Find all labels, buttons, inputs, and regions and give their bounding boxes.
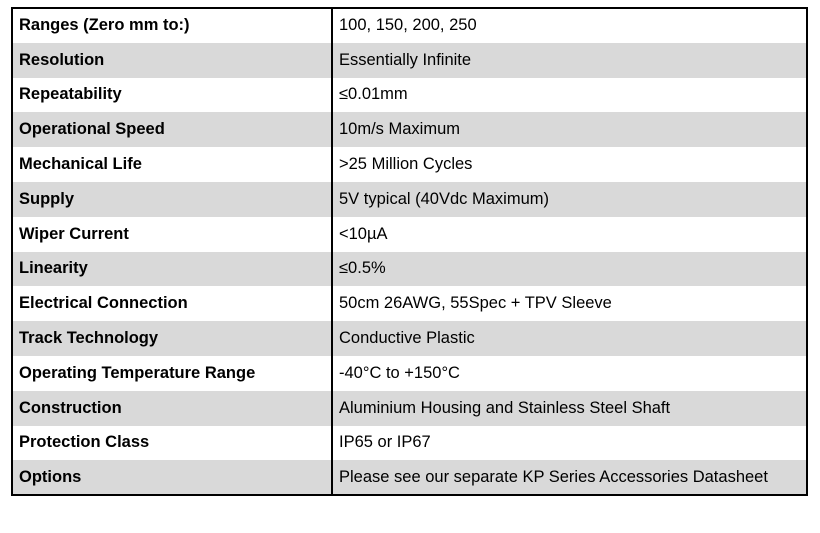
spec-label: Construction [12,390,333,426]
table-row: Track Technology Conductive Plastic [12,321,807,356]
spec-label: Electrical Connection [12,286,333,322]
spec-value: Aluminium Housing and Stainless Steel Sh… [332,390,807,426]
spec-value: >25 Million Cycles [332,147,807,182]
table-row: Mechanical Life >25 Million Cycles [12,147,807,182]
spec-value: IP65 or IP67 [332,425,807,461]
spec-value: <10µA [332,216,807,252]
table-row: Resolution Essentially Infinite [12,42,807,78]
spec-label: Protection Class [12,425,333,461]
spec-label: Ranges (Zero mm to:) [12,8,333,43]
spec-label: Supply [12,181,333,217]
table-row: Repeatability ≤0.01mm [12,77,807,113]
spec-value: 5V typical (40Vdc Maximum) [332,181,807,217]
spec-label: Wiper Current [12,216,333,252]
table-row: Options Please see our separate KP Serie… [12,460,807,496]
spec-value: -40°C to +150°C [332,355,807,391]
table-row: Supply 5V typical (40Vdc Maximum) [12,181,807,217]
spec-label: Operating Temperature Range [12,355,333,391]
spec-value: ≤0.01mm [332,77,807,113]
spec-value: 10m/s Maximum [332,112,807,148]
spec-label: Mechanical Life [12,147,333,182]
spec-label: Resolution [12,42,333,78]
spec-label: Options [12,460,333,496]
spec-label: Repeatability [12,77,333,113]
table-row: Operational Speed 10m/s Maximum [12,112,807,148]
spec-label: Linearity [12,251,333,287]
spec-value: 50cm 26AWG, 55Spec + TPV Sleeve [332,286,807,322]
specifications-table: Ranges (Zero mm to:) 100, 150, 200, 250 … [11,7,808,497]
table-row: Linearity ≤0.5% [12,251,807,287]
spec-value: Conductive Plastic [332,321,807,356]
spec-label: Track Technology [12,321,333,356]
spec-value: 100, 150, 200, 250 [332,8,807,43]
spec-value: Please see our separate KP Series Access… [332,460,807,496]
table-row: Operating Temperature Range -40°C to +15… [12,355,807,391]
spec-value: Essentially Infinite [332,42,807,78]
spec-label: Operational Speed [12,112,333,148]
table-row: Electrical Connection 50cm 26AWG, 55Spec… [12,286,807,322]
table-row: Protection Class IP65 or IP67 [12,425,807,461]
spec-value: ≤0.5% [332,251,807,287]
table-row: Ranges (Zero mm to:) 100, 150, 200, 250 [12,8,807,43]
table-row: Construction Aluminium Housing and Stain… [12,390,807,426]
table-row: Wiper Current <10µA [12,216,807,252]
